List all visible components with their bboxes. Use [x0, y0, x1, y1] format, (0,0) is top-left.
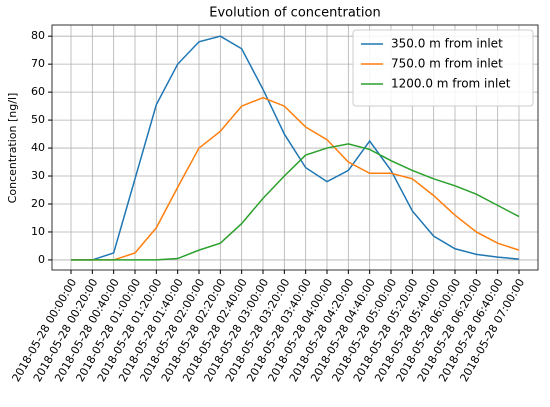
y-tick-label: 50 — [31, 113, 45, 126]
legend-box — [352, 29, 534, 107]
y-tick-label: 0 — [38, 253, 45, 266]
y-tick-label: 70 — [31, 57, 45, 70]
y-tick-label: 60 — [31, 85, 45, 98]
lines — [71, 35, 520, 261]
y-tick-label: 10 — [31, 225, 45, 238]
legend-label: 350.0 m from inlet — [391, 37, 503, 51]
legend-label: 750.0 m from inlet — [391, 57, 503, 71]
grid — [52, 25, 538, 270]
y-tick-label: 30 — [31, 169, 45, 182]
data-line — [71, 96, 520, 261]
y-tick-label: 20 — [31, 197, 45, 210]
data-line — [71, 143, 520, 261]
data-line — [71, 35, 520, 261]
y-tick-label: 80 — [31, 29, 45, 42]
legend-label: 1200.0 m from inlet — [391, 77, 511, 91]
chart-title: Evolution of concentration — [209, 6, 380, 21]
y-tick-label: 40 — [31, 141, 45, 154]
plot-frame — [51, 24, 539, 271]
y-axis-label: Concentration [ng/l] — [6, 93, 19, 204]
